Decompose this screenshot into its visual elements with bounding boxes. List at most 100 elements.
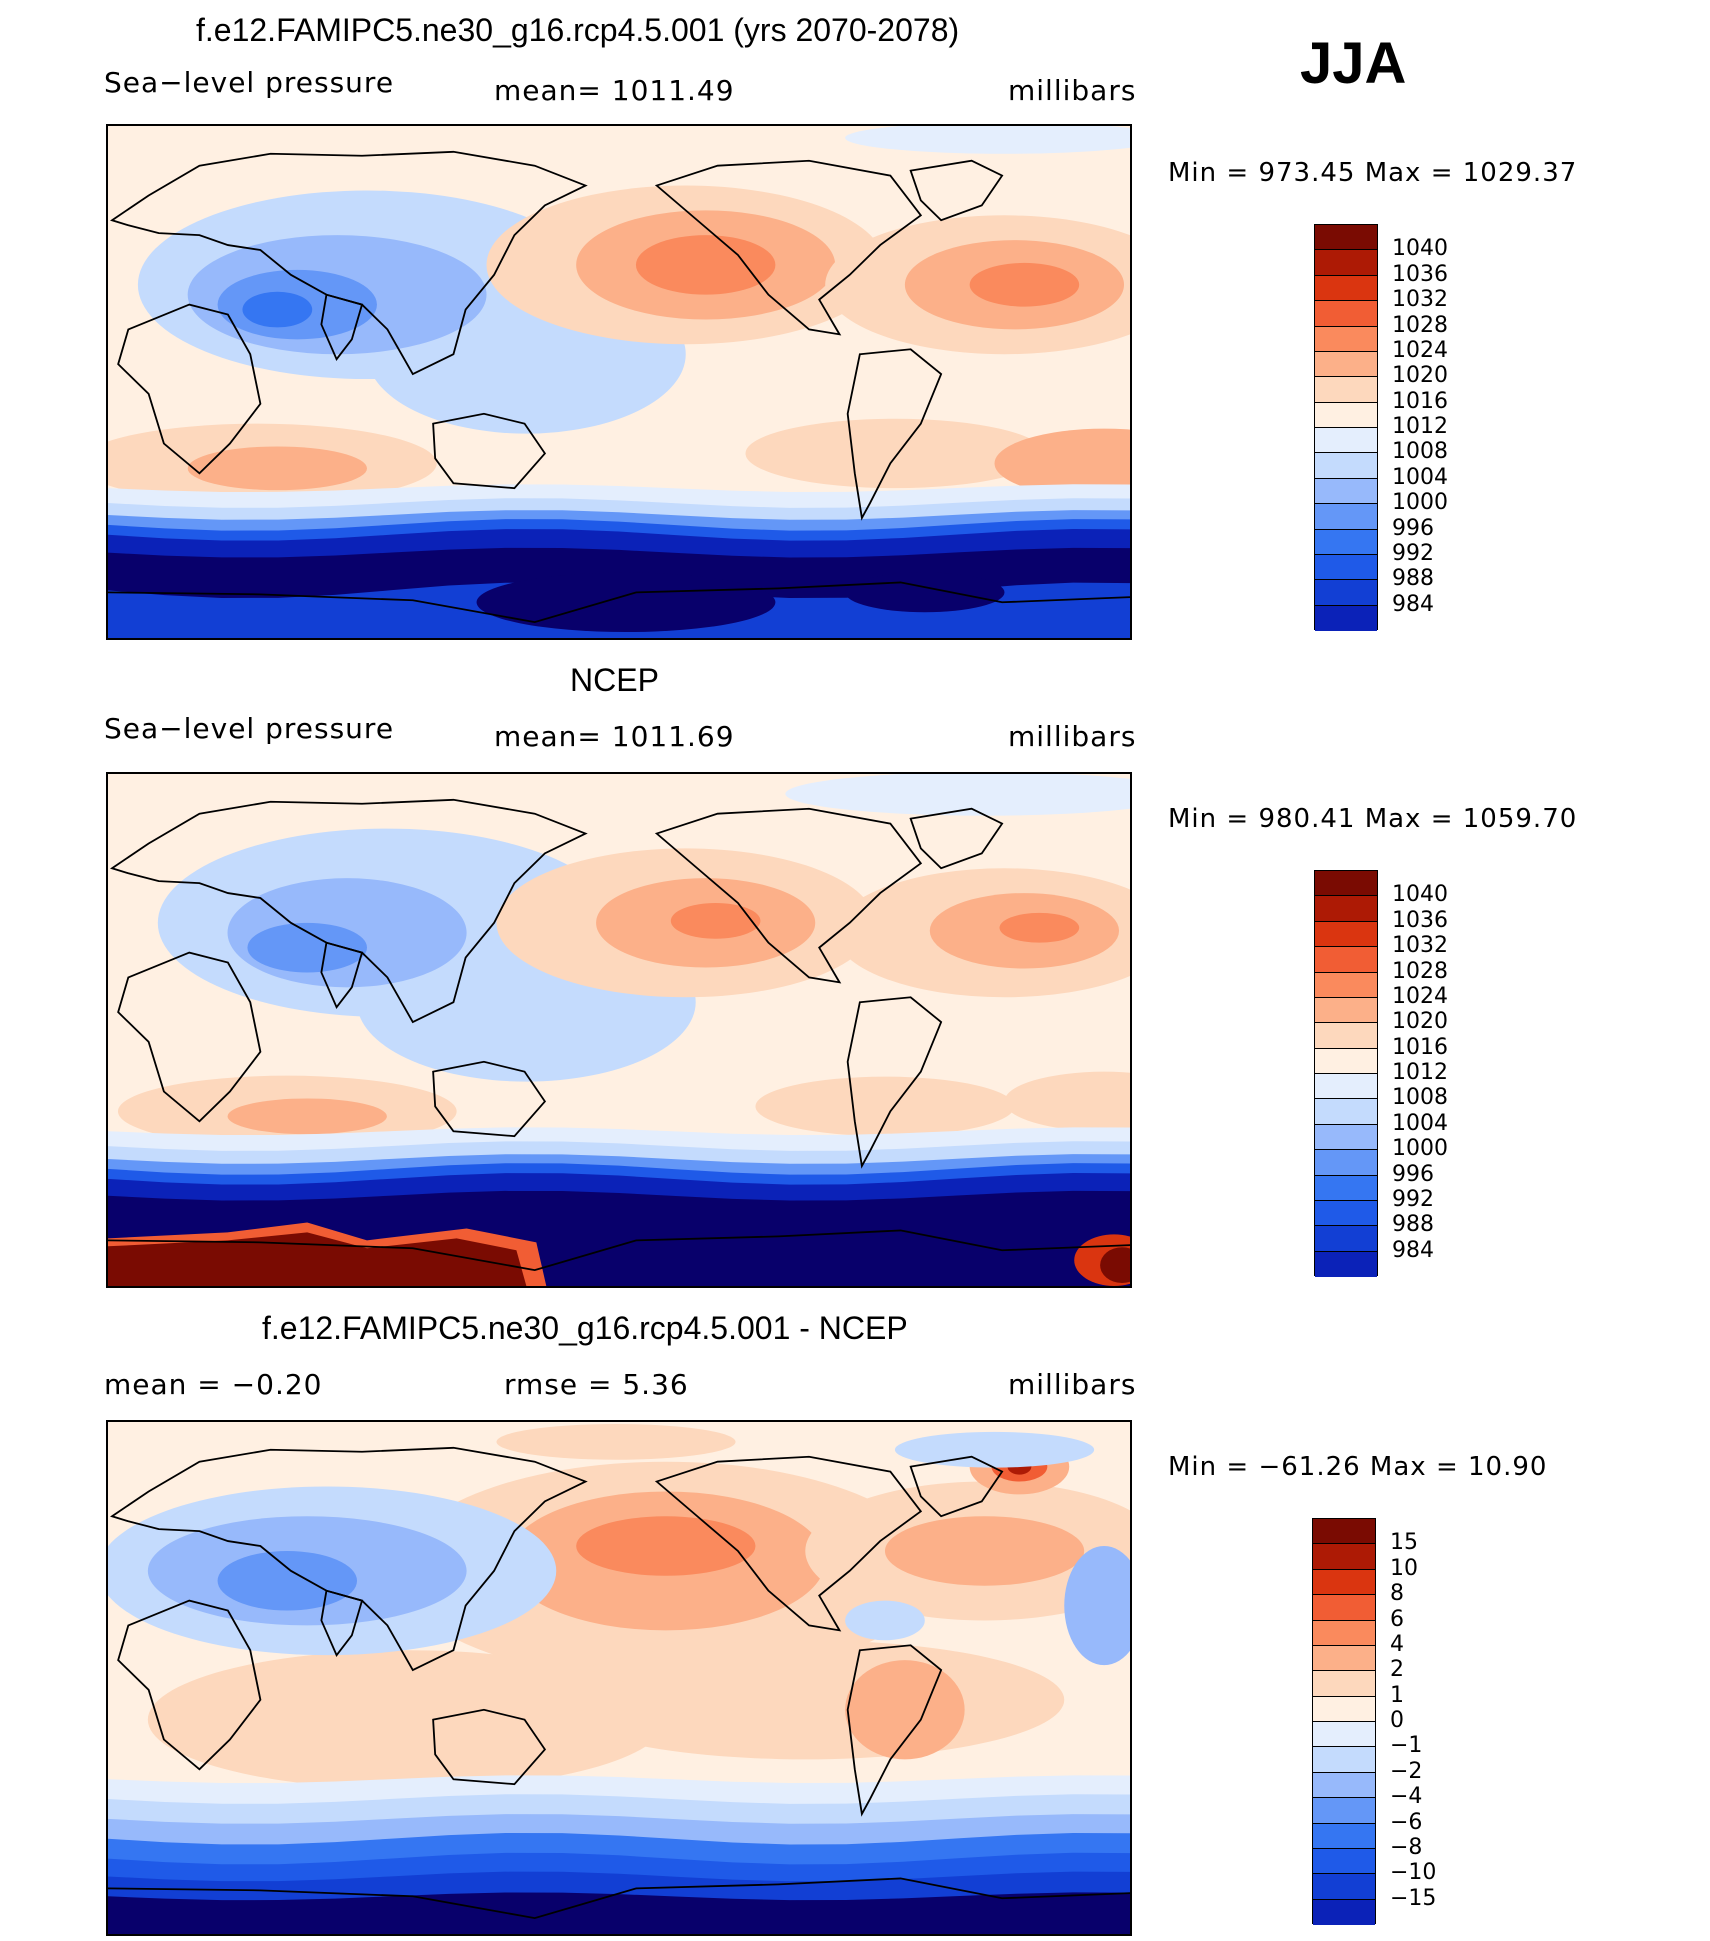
pressure-contour <box>845 572 1005 613</box>
colorbar-tick-label: 1036 <box>1392 261 1448 287</box>
colorbar-segment <box>1313 1569 1375 1596</box>
continent-outline <box>320 293 364 361</box>
diff-field <box>108 1422 1130 1934</box>
colorbar-segment <box>1313 1722 1375 1748</box>
antarctic-high-east <box>1100 1247 1130 1284</box>
panel-2-title: NCEP <box>570 662 659 698</box>
colorbar-segment <box>1315 972 1377 998</box>
colorbar-tick-label: 1032 <box>1392 933 1448 959</box>
pressure-contour <box>969 262 1080 307</box>
colorbar-tick-label: 1008 <box>1392 1085 1448 1111</box>
colorbar-tick-label: −2 <box>1390 1758 1423 1784</box>
colorbar-segment <box>1315 1048 1377 1074</box>
colorbar-tick-label: 1024 <box>1392 983 1448 1009</box>
colorbar-tick-label: 1004 <box>1392 464 1448 490</box>
colorbar-segment <box>1315 529 1377 555</box>
continent-outline <box>432 1708 547 1786</box>
pressure-contour <box>845 1660 965 1760</box>
continent-outline <box>654 159 923 336</box>
pressure-contour <box>635 235 776 295</box>
colorbar-tick-label: 988 <box>1392 1212 1434 1238</box>
colorbar-segment <box>1315 1099 1377 1125</box>
colorbar-segment <box>1315 351 1377 378</box>
pressure-contour <box>187 446 367 491</box>
colorbar-tick-label: 1028 <box>1392 958 1448 984</box>
colorbar-segment <box>1315 250 1377 276</box>
map-svg <box>108 774 1130 1286</box>
colorbar-segment <box>1313 1899 1375 1925</box>
colorbar-segment <box>1313 1544 1375 1570</box>
pressure-contour <box>994 428 1130 499</box>
colorbar-segment <box>1315 377 1377 403</box>
panel-3-units-label: millibars <box>1008 1368 1137 1401</box>
panel-2-minmax: Min = 980.41 Max = 1059.70 <box>1168 804 1578 834</box>
colorbar-tick-label: 1000 <box>1392 490 1448 516</box>
antarctic-band <box>108 1892 1130 1934</box>
pressure-contour <box>1004 1071 1130 1132</box>
colorbar-segment <box>1315 428 1377 454</box>
colorbar-tick-label: 1000 <box>1392 1136 1448 1162</box>
colorbar-tick-label: 1020 <box>1392 363 1448 389</box>
pressure-contour <box>845 126 1130 154</box>
colorbar-tick-label: 1004 <box>1392 1110 1448 1136</box>
colorbar-segment <box>1313 1620 1375 1646</box>
colorbar-segment <box>1315 225 1377 251</box>
colorbar-segment <box>1313 1874 1375 1900</box>
colorbar-tick-label: 6 <box>1390 1606 1404 1632</box>
colorbar-tick-label: 10 <box>1390 1555 1418 1581</box>
colorbar-segment <box>1315 1226 1377 1252</box>
colorbar-segment <box>1315 1124 1377 1151</box>
colorbar-segment <box>1313 1645 1375 1672</box>
map-svg <box>108 126 1130 638</box>
pressure-contour <box>476 572 776 633</box>
colorbar-segment <box>1315 478 1377 505</box>
colorbar-segment <box>1315 453 1377 479</box>
colorbar-segment <box>1313 1696 1375 1722</box>
colorbar-segment <box>1315 896 1377 922</box>
pressure-contour <box>670 902 761 939</box>
colorbar-tick-label: 1040 <box>1392 882 1448 908</box>
colorbar-tick-label: 1016 <box>1392 1034 1448 1060</box>
colorbar-tick-label: −4 <box>1390 1784 1423 1810</box>
pressure-contour <box>894 1431 1095 1468</box>
pressure-contour <box>785 774 1130 816</box>
panel-2-mean-label: mean= 1011.69 <box>494 720 735 753</box>
continent-outline <box>846 996 943 1169</box>
colorbar-segment <box>1315 554 1377 581</box>
pressure-contour <box>884 1516 1085 1586</box>
colorbar-tick-label: 984 <box>1392 591 1434 617</box>
pressure-contour <box>999 912 1080 943</box>
model-field <box>108 126 1130 638</box>
pressure-contour <box>745 418 1045 489</box>
pressure-contour <box>496 1423 736 1460</box>
antarctic-high-core <box>108 1232 527 1286</box>
colorbar-tick-label: −10 <box>1390 1860 1437 1886</box>
map-svg <box>108 1422 1130 1934</box>
antarctica-coastline <box>108 1229 1130 1272</box>
continent-outline <box>846 1644 943 1817</box>
continent-outline <box>117 1599 262 1771</box>
colorbar-segment <box>1315 921 1377 948</box>
colorbar-segment <box>1315 275 1377 302</box>
continent-outline <box>654 807 923 984</box>
colorbar-tick-label: 1036 <box>1392 907 1448 933</box>
continent-outline <box>110 798 588 1024</box>
colorbar-tick-label: −1 <box>1390 1733 1423 1759</box>
colorbar-segment <box>1313 1848 1375 1875</box>
pressure-contour <box>217 1550 358 1611</box>
panel-3-map <box>106 1420 1132 1936</box>
pressure-contour <box>845 1600 925 1641</box>
colorbar-tick-label: 8 <box>1390 1581 1404 1607</box>
colorbar-tick-label: 1016 <box>1392 388 1448 414</box>
panel-2-map <box>106 772 1132 1288</box>
colorbar-tick-label: 0 <box>1390 1708 1404 1733</box>
continent-outline <box>654 1455 923 1632</box>
continent-outline <box>117 303 262 475</box>
continent-outline <box>110 150 588 376</box>
pressure-contour <box>576 1516 756 1576</box>
panel-3-title: f.e12.FAMIPC5.ne30_g16.rcp4.5.001 - NCEP <box>262 1310 908 1346</box>
colorbar-segment <box>1313 1798 1375 1824</box>
colorbar-segment <box>1315 301 1377 327</box>
colorbar-segment <box>1313 1823 1375 1849</box>
colorbar-tick-label: 988 <box>1392 566 1434 592</box>
